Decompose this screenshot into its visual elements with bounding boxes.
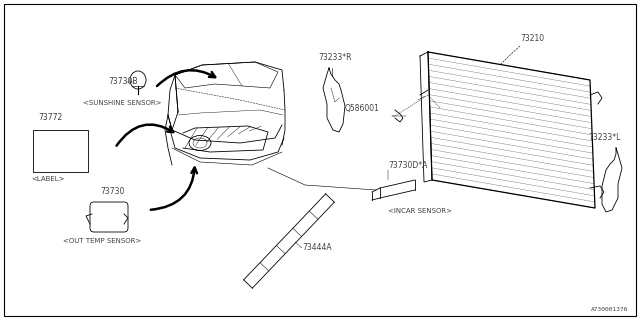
Text: 73444A: 73444A — [302, 244, 332, 252]
Text: <SUNSHINE SENSOR>: <SUNSHINE SENSOR> — [83, 100, 161, 106]
Text: 73730D*A: 73730D*A — [388, 161, 428, 170]
Text: 73233*R: 73233*R — [318, 53, 352, 62]
Text: <INCAR SENSOR>: <INCAR SENSOR> — [388, 208, 452, 214]
Text: 73730: 73730 — [100, 187, 124, 196]
Bar — [33, 130, 88, 172]
Text: 73210: 73210 — [520, 34, 544, 43]
Text: <OUT TEMP SENSOR>: <OUT TEMP SENSOR> — [63, 238, 141, 244]
Text: 73772: 73772 — [38, 113, 62, 122]
Text: 73233*L: 73233*L — [589, 133, 621, 142]
Text: <LABEL>: <LABEL> — [31, 176, 65, 182]
Text: A730001376: A730001376 — [591, 307, 628, 312]
Text: Q586001: Q586001 — [345, 103, 380, 113]
Text: 73730B: 73730B — [108, 77, 138, 86]
